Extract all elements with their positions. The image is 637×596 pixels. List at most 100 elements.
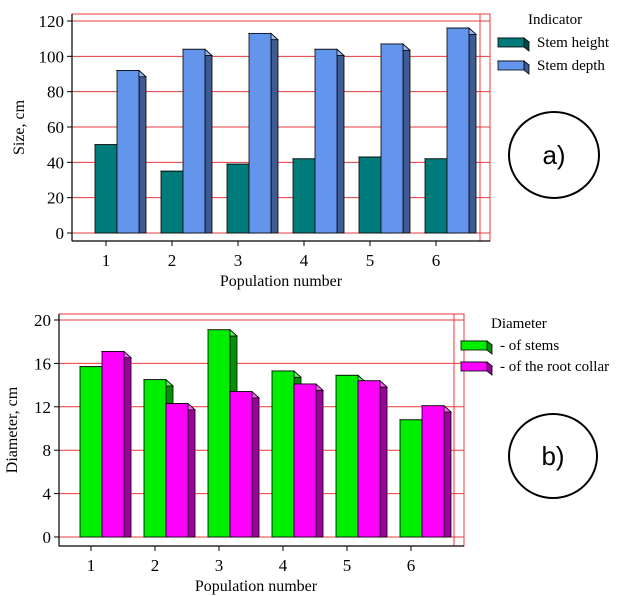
bar-front [143,379,167,538]
y-tick-label: 0 [56,224,65,243]
bar-b-s2-3 [228,390,261,538]
bar-front [314,48,338,234]
y-tick-label: 4 [43,485,52,504]
y-axis-label: Diameter, cm [4,386,21,473]
bar-side [187,402,196,538]
x-tick-label: 6 [432,251,441,270]
x-tick-label: 3 [234,251,243,270]
bar-a-s2-5 [379,43,412,234]
bar-side [138,69,147,234]
x-tick-label: 3 [215,556,224,575]
badge-ellipse [508,413,598,499]
bar-front [421,405,445,538]
bar-front [271,370,295,538]
x-tick-label: 5 [343,556,352,575]
bar-front [101,351,125,538]
y-tick-label: 20 [47,189,64,208]
bar-front [293,383,317,538]
legend-swatch [459,340,494,355]
bar-front [116,70,140,234]
legend-title: Indicator [528,12,582,28]
bar-side [315,383,324,538]
swatch-side [523,60,530,75]
badge-label: b) [541,441,564,471]
y-tick-label: 0 [43,528,52,547]
legend-entry-label: Stem height [537,35,610,51]
swatch-side [523,37,530,52]
panel-badge: a) [508,111,600,199]
badge-label: a) [542,140,565,170]
bar-front [248,32,272,234]
bar-b-s2-2 [164,402,197,538]
legend: Indicator Stem height Stem depth [496,12,610,75]
bar-front [229,391,253,538]
swatch-front [460,361,488,372]
bar-side [468,27,477,234]
y-tick-label: 12 [34,398,51,417]
bar-front [182,48,206,234]
bar-a-s2-4 [313,48,346,234]
y-tick-label: 80 [47,83,64,102]
swatch-front [497,37,525,48]
bar-side [123,350,132,538]
chart-a: 0 20 40 60 80 100 120 1 2 3 4 5 6 Population number Si… [11,12,610,290]
bar-front [79,366,103,538]
y-tick-label: 100 [39,47,65,66]
x-tick-label: 6 [407,556,416,575]
legend-entry-label: - of stems [500,338,559,354]
bar-front [446,27,470,234]
bar-b-s2-6 [420,404,453,538]
y-tick-label: 20 [34,311,51,330]
swatch-front [497,60,525,71]
legend-swatch [496,60,531,75]
bar-side [336,48,345,234]
x-tick-label: 2 [168,251,177,270]
y-tick-label: 40 [47,153,64,172]
bar-front [160,170,184,234]
y-tick-label: 8 [43,441,52,460]
legend: Diameter - of stems - of the root collar [459,316,609,376]
bar-front [380,43,404,234]
legend-swatch [496,37,531,52]
bar-front [335,374,359,538]
bar-a-s2-2 [181,48,214,234]
bar-side [443,404,452,538]
swatch-side [486,361,493,376]
bar-front [226,163,250,234]
bar-front [357,380,381,538]
legend-entry-label: Stem depth [537,58,605,74]
bar-front [292,158,316,234]
x-tick-label: 1 [87,556,96,575]
badge-ellipse [508,111,600,199]
legend-swatch [459,361,494,376]
x-tick-label: 2 [151,556,160,575]
x-tick-label: 1 [102,251,111,270]
bar-front [165,403,189,538]
bar-a-s2-1 [115,69,148,234]
legend-title: Diameter [491,316,547,332]
bar-side [270,32,279,234]
x-axis-label: Population number [220,273,343,290]
x-axis-label: Population number [195,578,318,595]
x-tick-label: 5 [366,251,375,270]
y-tick-label: 120 [39,12,65,31]
bar-side [379,379,388,538]
bar-front [94,144,118,234]
x-tick-label: 4 [300,251,309,270]
bar-front [424,158,448,234]
swatch-front [460,340,488,351]
bar-a-s2-6 [445,27,478,234]
y-tick-label: 60 [47,118,64,137]
x-tick-label: 4 [279,556,288,575]
panel-badge: b) [508,413,598,499]
legend-entry-label: - of the root collar [500,359,609,375]
bar-front [207,329,231,538]
y-axis-label: Size, cm [11,99,28,155]
y-tick-label: 16 [34,354,51,373]
bar-side [204,48,213,234]
swatch-side [486,340,493,355]
bar-b-s2-5 [356,379,389,538]
bar-front [358,156,382,234]
